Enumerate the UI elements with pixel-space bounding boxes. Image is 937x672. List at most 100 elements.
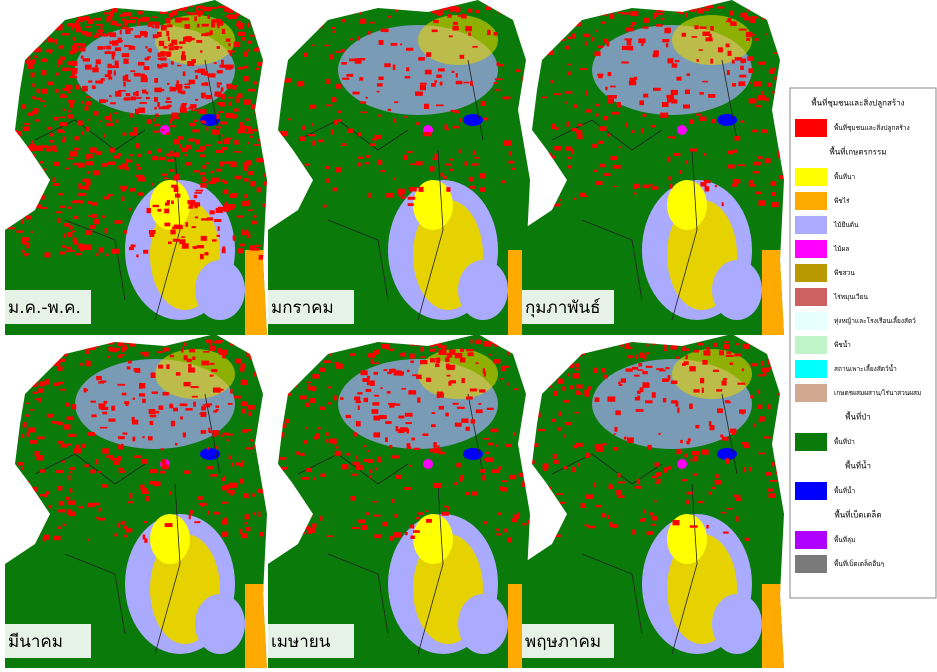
built-up-patch xyxy=(251,221,257,225)
built-up-patch xyxy=(577,124,582,127)
built-up-patch xyxy=(431,83,436,87)
built-up-patch xyxy=(390,536,393,541)
built-up-patch xyxy=(419,187,424,192)
built-up-patch xyxy=(231,462,233,466)
built-up-patch xyxy=(197,245,204,248)
built-up-patch xyxy=(205,403,212,405)
built-up-patch xyxy=(32,373,38,375)
built-up-patch xyxy=(31,21,34,26)
built-up-patch xyxy=(522,523,526,525)
built-up-patch xyxy=(637,396,640,401)
built-up-patch xyxy=(68,475,70,480)
built-up-patch xyxy=(54,536,61,540)
built-up-patch xyxy=(202,504,204,507)
built-up-patch xyxy=(528,383,531,386)
built-up-patch xyxy=(254,215,257,218)
built-up-patch xyxy=(188,6,192,8)
built-up-patch xyxy=(612,524,618,528)
built-up-patch xyxy=(710,26,714,31)
built-up-patch xyxy=(700,378,704,383)
built-up-patch xyxy=(542,346,544,349)
built-up-patch xyxy=(287,8,290,13)
built-up-patch xyxy=(543,463,549,468)
built-up-patch xyxy=(15,151,20,153)
built-up-patch xyxy=(168,37,170,41)
built-up-patch xyxy=(218,21,222,26)
built-up-patch xyxy=(709,492,712,495)
built-up-patch xyxy=(667,466,671,469)
built-up-patch xyxy=(159,35,161,37)
built-up-patch xyxy=(195,202,200,206)
built-up-patch xyxy=(110,148,115,153)
built-up-patch xyxy=(377,160,382,165)
built-up-patch xyxy=(346,74,353,77)
legend-group-title: พื้นที่ชุมชนและสิ่งปลูกสร้าง xyxy=(811,97,904,109)
built-up-patch xyxy=(681,479,687,481)
built-up-patch xyxy=(153,34,159,38)
built-up-patch xyxy=(10,91,16,95)
built-up-patch xyxy=(278,12,286,15)
map-base xyxy=(268,0,533,335)
built-up-patch xyxy=(782,458,788,462)
built-up-patch xyxy=(153,481,160,486)
built-up-patch xyxy=(98,403,105,406)
built-up-patch xyxy=(68,100,74,103)
built-up-patch xyxy=(673,5,675,9)
built-up-patch xyxy=(297,81,304,86)
built-up-patch xyxy=(49,140,54,143)
built-up-patch xyxy=(12,389,18,393)
built-up-patch xyxy=(100,33,105,36)
built-up-patch xyxy=(420,85,426,90)
built-up-patch xyxy=(239,244,244,247)
built-up-patch xyxy=(532,388,539,392)
built-up-patch xyxy=(780,352,785,355)
built-up-patch xyxy=(86,360,89,365)
built-up-patch xyxy=(118,456,122,461)
built-up-patch xyxy=(438,68,445,71)
built-up-patch xyxy=(454,110,460,113)
built-up-patch xyxy=(487,408,494,410)
built-up-patch xyxy=(67,114,73,118)
built-up-patch xyxy=(17,30,23,33)
built-up-patch xyxy=(655,13,663,15)
built-up-patch xyxy=(21,219,23,224)
built-up-patch xyxy=(610,14,615,19)
built-up-patch xyxy=(134,35,141,38)
built-up-patch xyxy=(29,354,35,358)
map-panel: เมษายน xyxy=(268,334,534,668)
built-up-patch xyxy=(145,58,150,61)
built-up-patch xyxy=(152,183,154,186)
built-up-patch xyxy=(38,6,44,11)
built-up-patch xyxy=(536,194,540,199)
built-up-patch xyxy=(108,70,112,74)
built-up-patch xyxy=(43,7,49,11)
built-up-patch xyxy=(715,185,717,187)
built-up-patch xyxy=(222,478,226,481)
built-up-patch xyxy=(137,178,140,182)
built-up-patch xyxy=(88,119,90,121)
built-up-patch xyxy=(166,31,169,36)
built-up-patch xyxy=(522,111,527,113)
built-up-patch xyxy=(713,370,719,372)
built-up-patch xyxy=(119,14,125,16)
built-up-patch xyxy=(243,162,249,165)
built-up-patch xyxy=(78,48,85,52)
built-up-patch xyxy=(257,62,265,66)
built-up-patch xyxy=(184,342,186,346)
built-up-patch xyxy=(736,516,738,521)
built-up-patch xyxy=(400,43,402,45)
built-up-patch xyxy=(504,140,511,145)
built-up-patch xyxy=(66,250,71,252)
built-up-patch xyxy=(551,80,554,83)
built-up-patch xyxy=(102,5,104,8)
built-up-patch xyxy=(385,437,388,442)
legend-label: พื้นที่เบ็ดเตล็ดอื่นๆ xyxy=(834,559,884,568)
built-up-patch xyxy=(146,92,149,95)
built-up-patch xyxy=(633,340,636,342)
built-up-patch xyxy=(501,480,507,482)
built-up-patch xyxy=(78,506,83,508)
built-up-patch xyxy=(31,73,35,75)
built-up-patch xyxy=(725,458,729,463)
built-up-patch xyxy=(176,84,183,89)
built-up-patch xyxy=(318,140,324,143)
